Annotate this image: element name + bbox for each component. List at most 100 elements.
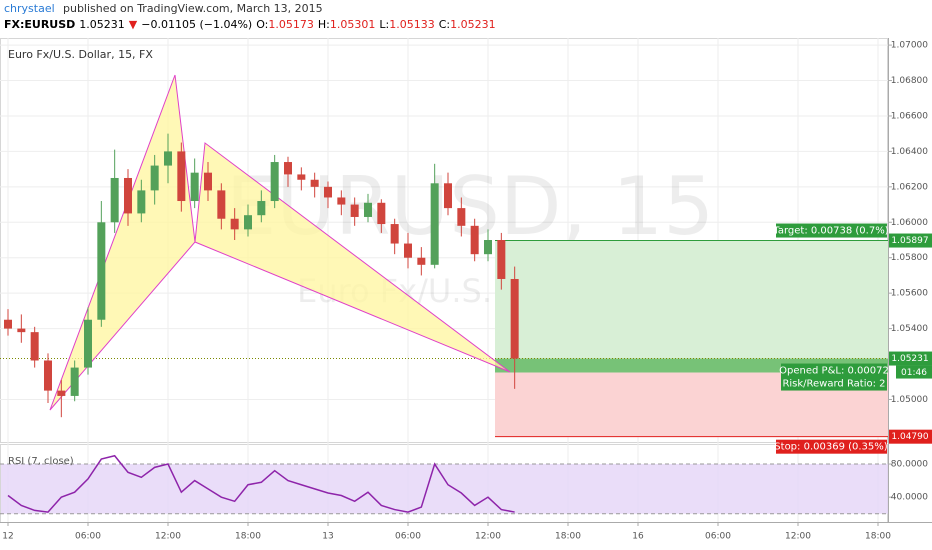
price-label-box bbox=[889, 351, 932, 366]
symbol-low-label: L: bbox=[379, 18, 389, 31]
rsi-title: RSI (7, close) bbox=[8, 456, 74, 467]
symbol-close-label: C: bbox=[439, 18, 450, 31]
candle-body bbox=[324, 186, 332, 198]
y-tick-label: 1.05000 bbox=[891, 395, 928, 405]
candle-body bbox=[150, 165, 159, 191]
rsi-line bbox=[7, 454, 515, 513]
candle-body bbox=[70, 367, 79, 396]
x-tick-label: 12:00 bbox=[785, 532, 811, 542]
price-label-box bbox=[889, 429, 932, 444]
candle-body bbox=[97, 222, 106, 320]
y-tick-label: 1.06000 bbox=[891, 218, 928, 228]
y-tick-label: 1.06600 bbox=[891, 111, 928, 121]
candle-body bbox=[484, 240, 492, 255]
candle-body bbox=[337, 197, 346, 205]
target-label: Target: 0.00738 (0.7%) bbox=[772, 226, 888, 237]
symbol-open: 1.05173 bbox=[268, 18, 314, 31]
price-label: 1.04790 bbox=[891, 432, 928, 442]
y-tick-label: 40.0000 bbox=[891, 493, 928, 503]
symbol-high: 1.05301 bbox=[330, 18, 376, 31]
candle-body bbox=[404, 243, 412, 258]
candle-body bbox=[204, 172, 212, 191]
y-tick-label: 1.06200 bbox=[891, 182, 928, 192]
candle-body bbox=[124, 177, 132, 214]
x-tick-label: 06:00 bbox=[75, 532, 101, 542]
candle-body bbox=[377, 202, 386, 225]
x-tick-label: 16 bbox=[632, 532, 644, 542]
price-label-box bbox=[889, 233, 932, 248]
x-tick-label: 13 bbox=[322, 532, 333, 542]
y-tick-label: 1.05400 bbox=[891, 324, 928, 334]
x-tick-label: 18:00 bbox=[555, 532, 581, 542]
price-label: 1.05231 bbox=[891, 354, 928, 364]
y-tick-label: 1.05600 bbox=[891, 289, 928, 299]
pnl-box bbox=[781, 363, 887, 391]
y-tick-label: 1.05800 bbox=[891, 253, 928, 263]
candle-body bbox=[470, 225, 479, 255]
y-tick-label: 80.0000 bbox=[891, 460, 928, 470]
y-tick-label: 1.06800 bbox=[891, 76, 928, 86]
candle-body bbox=[4, 319, 12, 329]
candle-body bbox=[417, 257, 426, 265]
candle-body bbox=[164, 151, 172, 166]
x-tick-label: 12:00 bbox=[475, 532, 501, 542]
candle-body bbox=[190, 172, 199, 202]
candle-body bbox=[297, 174, 306, 180]
candle-body bbox=[44, 360, 52, 391]
candle-body bbox=[244, 215, 252, 230]
candle-body bbox=[217, 190, 226, 219]
x-tick-label: 18:00 bbox=[865, 532, 891, 542]
y-tick-label: 1.07000 bbox=[891, 41, 928, 51]
x-tick-label: 18:00 bbox=[235, 532, 261, 542]
candle-body bbox=[230, 218, 239, 230]
candle-body bbox=[110, 177, 119, 223]
candle-body bbox=[270, 162, 279, 202]
symbol-open-label: O: bbox=[256, 18, 268, 31]
candle-body bbox=[17, 328, 26, 333]
stop-box bbox=[776, 439, 887, 454]
symbol-bar: FX:EURUSD 1.05231 ▼ −0.01105 (−1.04%) O:1.05… bbox=[4, 18, 496, 31]
x-tick-label: 12:00 bbox=[155, 532, 181, 542]
candle-body bbox=[137, 190, 146, 214]
symbol-high-label: H: bbox=[318, 18, 330, 31]
countdown: 01:46 bbox=[901, 368, 927, 378]
author[interactable]: chrystael bbox=[4, 2, 55, 15]
countdown-box bbox=[896, 365, 932, 379]
symbol-symbol: FX:EURUSD bbox=[4, 18, 75, 31]
stop-label: Stop: 0.00369 (0.35%) bbox=[774, 442, 887, 453]
x-tick-label: 06:00 bbox=[395, 532, 421, 542]
rsi-band bbox=[1, 464, 888, 514]
candle-body bbox=[510, 278, 519, 359]
candle-body bbox=[84, 319, 92, 368]
x-tick-label: 06:00 bbox=[705, 532, 731, 542]
candle-body bbox=[257, 201, 266, 216]
y-tick-label: 1.06400 bbox=[891, 147, 928, 157]
ratio-label: Risk/Reward Ratio: 2 bbox=[782, 379, 885, 390]
candle-body bbox=[364, 202, 372, 217]
candle-body bbox=[430, 183, 439, 265]
x-tick-label: 12 bbox=[2, 532, 13, 542]
candle-body bbox=[57, 390, 66, 396]
candle-body bbox=[310, 179, 319, 187]
pnl-label: Opened P&L: 0.00072 bbox=[779, 366, 889, 377]
candle-body bbox=[30, 332, 39, 361]
candle-body bbox=[497, 240, 506, 279]
candle-body bbox=[284, 162, 292, 175]
candle-body bbox=[457, 208, 466, 226]
price-label: 1.05897 bbox=[891, 236, 928, 246]
chart-title: Euro Fx/U.S. Dollar, 15, FX bbox=[8, 48, 153, 61]
symbol-info: FX:EURUSD 1.05231 ▼ −0.01105 (−1.04%) O:1.05… bbox=[4, 18, 496, 31]
symbol-close: 1.05231 bbox=[450, 18, 496, 31]
symbol-change: −0.01105 (−1.04%) bbox=[141, 18, 252, 31]
symbol-arrow: ▼ bbox=[129, 18, 138, 31]
published-note: published on TradingView.com, March 13, … bbox=[63, 2, 323, 15]
candle-body bbox=[177, 151, 186, 202]
candle-body bbox=[350, 204, 359, 217]
symbol-last: 1.05231 bbox=[79, 18, 125, 31]
candle-body bbox=[444, 183, 452, 209]
symbol-low: 1.05133 bbox=[389, 18, 435, 31]
candle-body bbox=[390, 224, 399, 244]
target-box bbox=[776, 223, 887, 238]
